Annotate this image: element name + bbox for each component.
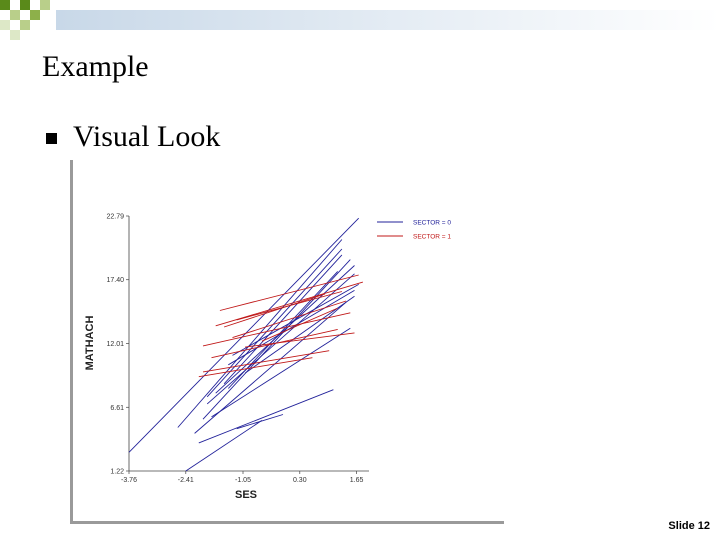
x-axis-label: SES xyxy=(235,489,257,501)
regression-line-sector-0 xyxy=(236,414,284,430)
regression-line-sector-0 xyxy=(202,259,351,420)
y-tick-label: 22.79 xyxy=(106,214,124,221)
regression-lines-chart: 1.22 6.61 12.01 17.40 22.79 -3.76 -2.41 -1.05 0… xyxy=(84,214,451,502)
slide-number: Slide 12 xyxy=(668,520,710,532)
regression-line-sector-1 xyxy=(245,332,355,348)
x-tick-label: 0.30 xyxy=(293,477,307,484)
regression-line-sector-1 xyxy=(202,312,351,347)
x-tick-label: -1.05 xyxy=(235,477,251,484)
y-tick-label: 17.40 xyxy=(106,277,124,284)
x-tick-label: 1.65 xyxy=(350,477,364,484)
regression-line-sector-1 xyxy=(202,350,330,373)
regression-line-sector-0 xyxy=(228,290,355,366)
slide-decoration xyxy=(0,0,720,40)
regression-line-sector-0 xyxy=(185,420,263,472)
regression-line-sector-0 xyxy=(206,273,355,405)
y-tick-label: 1.22 xyxy=(110,469,124,476)
legend-label: SECTOR = 0 xyxy=(413,220,451,227)
regression-line-sector-0 xyxy=(211,327,351,418)
regression-line-sector-1 xyxy=(219,274,359,311)
regression-line-sector-1 xyxy=(261,307,338,342)
regression-line-sector-0 xyxy=(128,217,360,453)
square-bullet-icon xyxy=(46,133,57,144)
y-axis-label: MATHACH xyxy=(84,316,96,371)
y-tick-label: 12.01 xyxy=(106,341,124,348)
regression-line-sector-0 xyxy=(232,284,359,356)
regression-line-sector-0 xyxy=(198,389,334,444)
regression-line-sector-1 xyxy=(232,300,347,339)
chart-panel: 1.22 6.61 12.01 17.40 22.79 -3.76 -2.41 -1.05 0… xyxy=(70,160,504,524)
regression-line-sector-0 xyxy=(206,248,343,398)
slide-title: Example xyxy=(42,50,149,83)
y-tick-label: 6.61 xyxy=(110,405,124,412)
regression-line-sector-1 xyxy=(198,357,313,378)
regression-line-sector-1 xyxy=(223,293,326,328)
legend-label: SECTOR = 1 xyxy=(413,234,451,241)
x-tick-label: -2.41 xyxy=(178,477,194,484)
regression-line-sector-0 xyxy=(215,265,355,394)
bullet-text: Visual Look xyxy=(73,120,221,153)
x-tick-label: -3.76 xyxy=(121,477,137,484)
regression-line-sector-0 xyxy=(223,254,343,385)
